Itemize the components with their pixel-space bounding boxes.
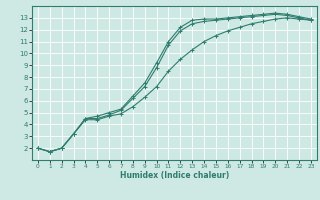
X-axis label: Humidex (Indice chaleur): Humidex (Indice chaleur) — [120, 171, 229, 180]
